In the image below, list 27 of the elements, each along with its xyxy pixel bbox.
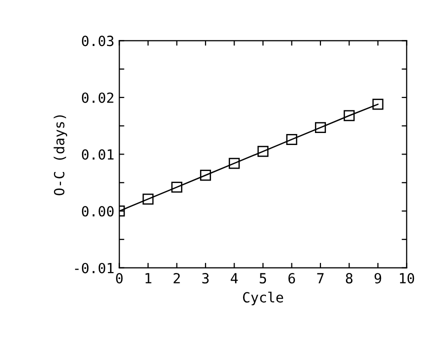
- point: [200, 170, 212, 181]
- point: [171, 182, 182, 193]
- y-tick-label: 0.03: [82, 36, 114, 46]
- x-tick-label: 10: [400, 272, 414, 284]
- x-tick-label: 0: [116, 272, 123, 284]
- x-tick-label: 1: [146, 273, 152, 284]
- point: [314, 122, 326, 134]
- x-tick-label: 7: [317, 273, 324, 284]
- x-axis-title: Cycle: [243, 292, 284, 306]
- point: [258, 146, 268, 157]
- y-tick-label: -0.01: [75, 262, 114, 274]
- point: [344, 110, 355, 122]
- point: [372, 98, 384, 110]
- y-tick-label: 0.00: [82, 206, 114, 217]
- x-tick-label: 9: [374, 272, 382, 284]
- x-tick-label: 6: [288, 272, 295, 284]
- y-axis-title: O-C (days): [54, 115, 68, 196]
- y-tick-label: 0.01: [82, 149, 114, 160]
- point: [142, 194, 154, 205]
- y-tick-label: 0.02: [82, 92, 114, 103]
- x-tick-label: 2: [174, 272, 180, 284]
- point: [228, 158, 240, 169]
- x-tick-label: 8: [346, 272, 352, 284]
- x-tick-label: 4: [230, 273, 238, 284]
- x-tick-label: 3: [202, 272, 209, 284]
- point: [286, 134, 298, 145]
- x-tick-label: 5: [260, 273, 266, 284]
